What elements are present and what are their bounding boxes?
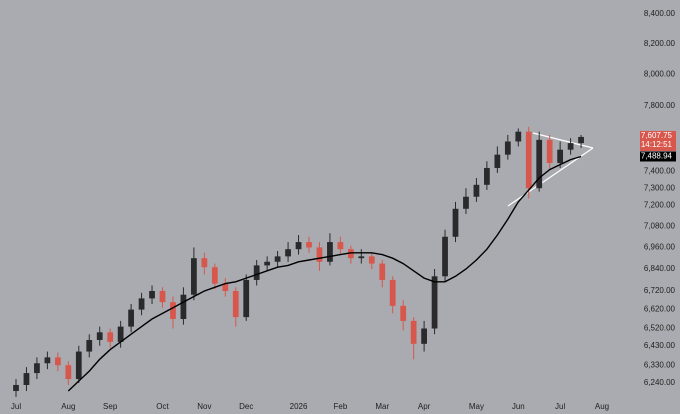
y-tick-label: 7,400.00 bbox=[644, 166, 676, 175]
x-tick-label: Jun bbox=[512, 402, 525, 411]
x-tick-label: Aug bbox=[595, 402, 609, 411]
candle-body bbox=[452, 208, 459, 237]
candle-body bbox=[191, 258, 197, 295]
y-tick-label: 7,080.00 bbox=[644, 221, 676, 230]
x-tick-label: Jul bbox=[555, 402, 565, 411]
ma-value-label: 7,488.94 bbox=[641, 152, 673, 161]
y-tick-label: 6,840.00 bbox=[644, 264, 676, 273]
candle-body bbox=[327, 242, 333, 262]
candle-body bbox=[44, 357, 51, 364]
candle-body bbox=[368, 256, 375, 264]
candle-body bbox=[546, 139, 553, 163]
candle-body bbox=[274, 256, 281, 262]
candle-body bbox=[107, 332, 114, 342]
candle-body bbox=[65, 365, 72, 380]
y-tick-label: 6,330.00 bbox=[644, 360, 676, 369]
y-tick-label: 6,620.00 bbox=[644, 305, 676, 314]
y-tick-label: 6,960.00 bbox=[644, 243, 676, 252]
x-tick-label: Feb bbox=[333, 402, 347, 411]
moving-average-line bbox=[67, 155, 582, 392]
x-tick-label: Sep bbox=[103, 402, 118, 411]
y-tick-label: 6,520.00 bbox=[644, 324, 676, 333]
candle-body bbox=[316, 247, 323, 262]
y-tick-label: 6,720.00 bbox=[644, 286, 676, 295]
candle-body bbox=[54, 357, 61, 366]
countdown-label: 14:12:51 bbox=[641, 140, 673, 149]
x-tick-label: May bbox=[469, 402, 484, 411]
candle-body bbox=[525, 131, 532, 189]
candle-body bbox=[243, 279, 250, 318]
y-tick-label: 6,240.00 bbox=[644, 378, 676, 387]
candle-body bbox=[222, 283, 229, 291]
candle-body bbox=[75, 351, 82, 380]
candle-body bbox=[285, 249, 291, 257]
candle-body bbox=[264, 261, 271, 266]
y-tick-label: 8,200.00 bbox=[644, 39, 676, 48]
candle-body bbox=[138, 298, 145, 310]
candle-body bbox=[410, 320, 417, 344]
candle-body bbox=[389, 279, 396, 306]
candle-body bbox=[159, 290, 166, 303]
candle-body bbox=[23, 373, 30, 385]
x-tick-label: Dec bbox=[239, 402, 253, 411]
candle-body bbox=[536, 139, 543, 189]
trend-line bbox=[532, 132, 594, 149]
candle-body bbox=[494, 154, 501, 168]
candle-body bbox=[337, 242, 344, 250]
candle-body bbox=[578, 136, 584, 144]
y-tick-label: 7,200.00 bbox=[644, 200, 676, 209]
candle-body bbox=[463, 196, 469, 209]
y-tick-label: 7,800.00 bbox=[644, 101, 676, 110]
candle-body bbox=[484, 167, 490, 185]
candle-body bbox=[86, 339, 93, 352]
x-tick-label: Jul bbox=[11, 402, 21, 411]
candle-body bbox=[232, 290, 239, 318]
x-tick-label: Aug bbox=[61, 402, 75, 411]
candle-body bbox=[96, 332, 103, 340]
x-tick-label: Nov bbox=[197, 402, 211, 411]
candle-body bbox=[358, 256, 365, 259]
candle-body bbox=[379, 263, 386, 280]
y-tick-label: 8,400.00 bbox=[644, 9, 676, 18]
ma-value-box bbox=[640, 151, 676, 162]
candle-body bbox=[149, 290, 155, 299]
candle-body bbox=[295, 242, 302, 250]
candle-body bbox=[504, 141, 511, 155]
candle-body bbox=[180, 294, 187, 320]
y-tick-label: 7,300.00 bbox=[644, 183, 676, 192]
candle-body bbox=[13, 384, 19, 391]
candle-body bbox=[201, 258, 208, 268]
x-tick-label: Oct bbox=[156, 402, 169, 411]
candle-body bbox=[431, 276, 438, 329]
candle-body bbox=[128, 309, 134, 327]
candle-body bbox=[306, 242, 312, 248]
candle-body bbox=[117, 326, 124, 342]
x-tick-label: Apr bbox=[418, 402, 431, 411]
x-tick-label: Mar bbox=[375, 402, 389, 411]
candle-body bbox=[400, 305, 407, 321]
x-tick-label: 2026 bbox=[290, 402, 308, 411]
last-price-box bbox=[640, 130, 676, 151]
candle-body bbox=[253, 265, 260, 280]
candle-body bbox=[473, 184, 480, 197]
candle-body bbox=[557, 149, 564, 163]
candle-body bbox=[170, 302, 176, 320]
last-price-label: 7,607.75 bbox=[641, 131, 673, 140]
candle-body bbox=[347, 249, 354, 259]
candle-body bbox=[421, 328, 427, 344]
candle-body bbox=[34, 363, 40, 374]
candle-body bbox=[515, 131, 522, 142]
y-tick-label: 6,430.00 bbox=[644, 341, 676, 350]
candle-body bbox=[211, 267, 218, 284]
candle-body bbox=[442, 236, 448, 277]
y-tick-label: 8,000.00 bbox=[644, 70, 676, 79]
candle-body bbox=[567, 143, 574, 150]
